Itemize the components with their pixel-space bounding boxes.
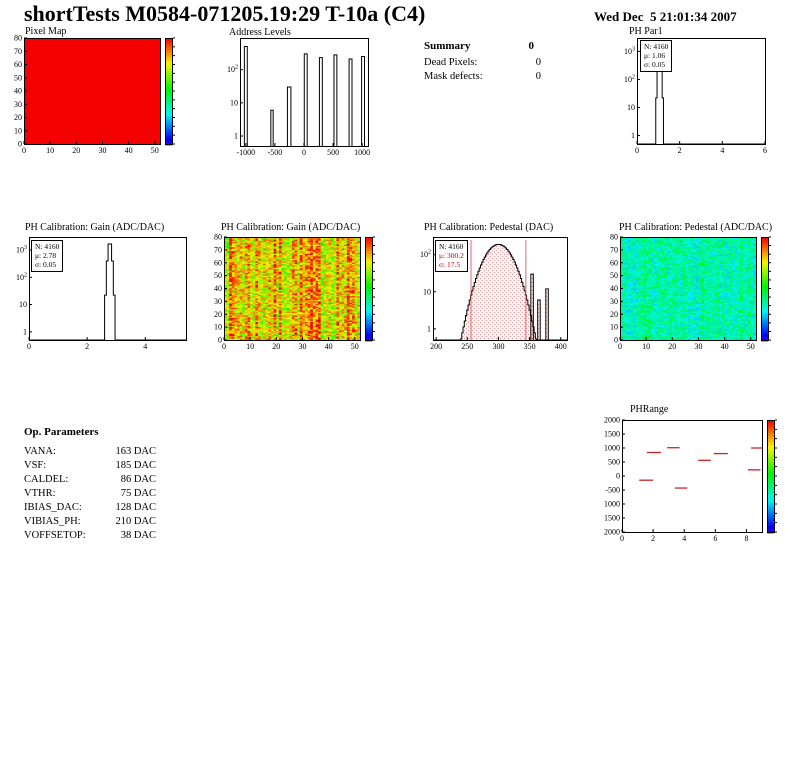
summary-row-label: Mask defects: bbox=[424, 71, 483, 82]
op-param-label: VIBIAS_PH: bbox=[24, 516, 81, 527]
summary-row: Dead Pixels: 0 bbox=[424, 57, 542, 68]
gain-hist-title: PH Calibration: Gain (ADC/DAC) bbox=[25, 222, 165, 233]
op-param-label: VTHR: bbox=[24, 488, 56, 499]
summary-row-label: Dead Pixels: bbox=[424, 57, 478, 68]
stat-mean: μ: 1.06 bbox=[644, 51, 666, 60]
op-param-label: VOFFSETOP: bbox=[24, 530, 86, 541]
pedestal-stats-box: N: 4160 μ: 300.2 σ: 17.5 bbox=[435, 240, 468, 272]
pedestal-hist-title: PH Calibration: Pedestal (DAC) bbox=[424, 222, 554, 233]
stat-entries: N: 4160 bbox=[644, 42, 669, 51]
pedestal-map-title: PH Calibration: Pedestal (ADC/DAC) bbox=[619, 222, 773, 233]
stat-mean: μ: 300.2 bbox=[439, 251, 464, 260]
ph-par1-stats-box: N: 4160 μ: 1.06 σ: 0.05 bbox=[640, 40, 673, 72]
stat-sigma: σ: 0.05 bbox=[35, 260, 57, 269]
stat-mean: μ: 2.78 bbox=[35, 251, 57, 260]
op-param-value: 86 DAC bbox=[120, 474, 156, 485]
pedestal-map-chart bbox=[604, 234, 790, 356]
summary-total: 0 bbox=[528, 40, 535, 52]
ph-range-chart bbox=[594, 414, 794, 550]
op-param-row: VTHR: 75 DAC bbox=[24, 488, 156, 499]
op-param-value: 210 DAC bbox=[115, 516, 156, 527]
op-param-row: IBIAS_DAC: 128 DAC bbox=[24, 502, 156, 513]
op-param-value: 75 DAC bbox=[120, 488, 156, 499]
summary-panel: Summary 0 Dead Pixels: 0 Mask defects: 0 bbox=[424, 40, 542, 82]
timestamp: Wed Dec 5 21:01:34 2007 bbox=[594, 9, 737, 24]
ph-range-title: PHRange bbox=[630, 404, 669, 415]
page-title: shortTests M0584-071205.19:29 T-10a (C4) bbox=[24, 1, 426, 26]
summary-title: Summary bbox=[424, 40, 471, 52]
op-parameters-title: Op. Parameters bbox=[24, 426, 99, 438]
pixel-map-title: Pixel Map bbox=[25, 26, 67, 37]
op-param-row: VOFFSETOP: 38 DAC bbox=[24, 530, 156, 541]
pixel-map-chart bbox=[8, 34, 184, 160]
op-param-label: IBIAS_DAC: bbox=[24, 502, 82, 513]
stat-entries: N: 4160 bbox=[35, 242, 60, 251]
op-param-value: 163 DAC bbox=[115, 446, 156, 457]
ph-par1-title: PH Par1 bbox=[629, 26, 663, 37]
op-param-row: VANA: 163 DAC bbox=[24, 446, 156, 457]
op-param-row: CALDEL: 86 DAC bbox=[24, 474, 156, 485]
stat-entries: N: 4160 bbox=[439, 242, 464, 251]
op-param-row: VSF: 185 DAC bbox=[24, 460, 156, 471]
summary-row-value: 0 bbox=[535, 57, 541, 68]
stat-sigma: σ: 0.05 bbox=[644, 60, 666, 69]
gain-hist-stats-box: N: 4160 μ: 2.78 σ: 0.05 bbox=[31, 240, 64, 272]
op-param-value: 185 DAC bbox=[115, 460, 156, 471]
op-param-label: VSF: bbox=[24, 460, 47, 471]
op-param-value: 38 DAC bbox=[120, 530, 156, 541]
address-levels-chart bbox=[218, 34, 374, 162]
gain-map-title: PH Calibration: Gain (ADC/DAC) bbox=[221, 222, 361, 233]
op-param-label: VANA: bbox=[24, 446, 56, 457]
op-param-label: CALDEL: bbox=[24, 474, 69, 485]
summary-header: Summary 0 bbox=[424, 40, 542, 52]
op-parameters-panel: Op. Parameters VANA: 163 DAC VSF: 185 DA… bbox=[24, 426, 156, 541]
address-levels-title: Address Levels bbox=[229, 27, 291, 38]
summary-row-value: 0 bbox=[535, 71, 541, 82]
stat-sigma: σ: 17.5 bbox=[439, 260, 461, 269]
op-param-value: 128 DAC bbox=[115, 502, 156, 513]
op-param-row: VIBIAS_PH: 210 DAC bbox=[24, 516, 156, 527]
summary-row: Mask defects: 0 bbox=[424, 71, 542, 82]
gain-map-chart bbox=[208, 234, 390, 356]
